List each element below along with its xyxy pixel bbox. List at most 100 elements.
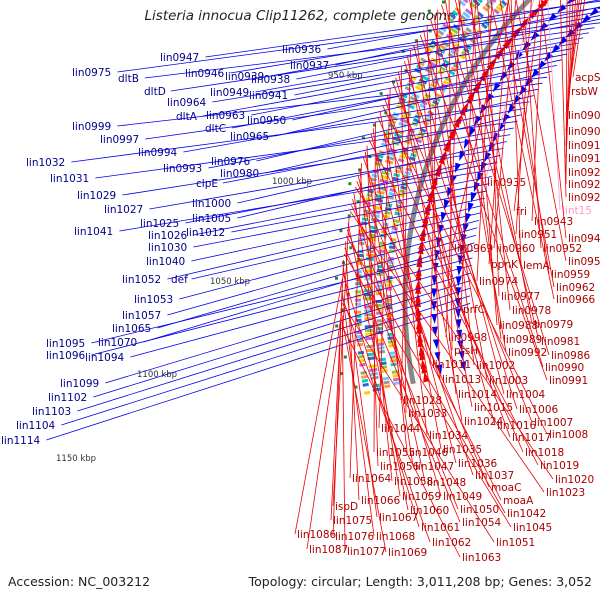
right-gene-label: lin1062 xyxy=(432,537,471,549)
feature-marker xyxy=(356,200,360,204)
right-gene-label: lin1014 xyxy=(458,389,498,401)
right-gene-label: lin0990 xyxy=(545,362,584,374)
accession-label: Accession: NC_003212 xyxy=(8,574,151,589)
reverse-gene-arrow xyxy=(558,36,568,46)
left-label-leader xyxy=(237,141,507,204)
feature-tick xyxy=(416,134,424,140)
right-label-leader xyxy=(362,157,474,476)
right-label-leader xyxy=(490,0,555,300)
left-gene-label: clpE xyxy=(196,178,218,190)
right-label-leader xyxy=(470,0,498,326)
right-label-leader xyxy=(341,302,495,543)
feature-tick xyxy=(378,249,385,253)
right-gene-label: lin0951 xyxy=(518,229,557,241)
feature-tick xyxy=(373,205,382,211)
right-label-leader xyxy=(359,169,393,482)
reverse-gene-arrow xyxy=(431,313,438,324)
feature-tick xyxy=(463,30,470,37)
right-gene-label: ispD xyxy=(335,501,358,513)
feature-tick xyxy=(477,11,484,18)
right-gene-label: lin1068 xyxy=(376,531,415,543)
feature-tick xyxy=(490,0,497,4)
right-label-leader xyxy=(444,0,507,353)
right-gene-label: lin1069 xyxy=(388,547,427,559)
left-label-leader xyxy=(205,0,600,58)
right-gene-label: lin0988 xyxy=(499,320,538,332)
left-label-leader xyxy=(222,127,514,184)
feature-marker xyxy=(343,355,347,359)
feature-tick xyxy=(443,59,451,65)
reverse-gene-arrow xyxy=(456,329,463,340)
reverse-gene-arrow xyxy=(566,0,576,5)
feature-tick xyxy=(412,117,420,124)
right-label-leader xyxy=(372,128,408,453)
left-gene-label: lin1094 xyxy=(85,352,125,364)
right-label-leader xyxy=(342,327,461,558)
feature-marker xyxy=(334,276,338,280)
reverse-gene-arrow xyxy=(589,7,599,17)
right-label-leader xyxy=(559,0,567,198)
feature-tick xyxy=(465,27,473,34)
right-gene-label: lin1006 xyxy=(519,404,559,416)
left-label-leader xyxy=(167,205,483,280)
right-gene-label: lin0919 xyxy=(568,153,600,165)
reverse-gene-arrow xyxy=(518,85,527,96)
feature-tick xyxy=(409,96,419,103)
right-label-leader xyxy=(547,0,561,211)
feature-tick xyxy=(464,8,473,16)
feature-tick xyxy=(481,23,488,30)
feature-tick xyxy=(375,194,385,199)
feature-marker xyxy=(348,182,352,186)
right-label-leader xyxy=(354,186,554,480)
right-gene-label: moaA xyxy=(503,495,534,507)
reverse-gene-arrow xyxy=(456,265,463,277)
right-label-leader xyxy=(357,175,426,483)
left-gene-label: lin0946 xyxy=(185,68,225,80)
feature-tick xyxy=(377,338,384,342)
right-label-leader xyxy=(565,0,571,173)
right-gene-label: fri xyxy=(516,206,527,218)
right-gene-label: lin0991 xyxy=(549,375,588,387)
right-gene-label: lin0989 xyxy=(503,334,542,346)
left-gene-label: lin1031 xyxy=(50,173,89,185)
feature-marker xyxy=(372,123,376,127)
feature-tick xyxy=(377,153,384,159)
right-label-leader xyxy=(342,321,387,553)
reverse-gene-arrow xyxy=(455,308,462,319)
reverse-gene-arrow xyxy=(465,212,472,224)
feature-marker xyxy=(339,229,343,233)
right-label-leader xyxy=(515,0,567,262)
reverse-gene-arrow xyxy=(468,127,476,138)
right-label-leader xyxy=(356,180,490,488)
left-label-leader xyxy=(327,0,600,50)
left-label-leader xyxy=(91,257,473,356)
right-label-leader xyxy=(568,0,582,92)
feature-tick xyxy=(390,358,397,363)
right-label-leader xyxy=(368,139,539,466)
feature-tick xyxy=(449,13,457,20)
feature-marker xyxy=(442,0,446,4)
left-gene-label: lin1012 xyxy=(186,227,225,239)
right-label-leader xyxy=(398,72,463,422)
feature-marker xyxy=(340,372,344,376)
map-title: Listeria innocua Clip11262, complete gen… xyxy=(144,8,456,24)
feature-tick xyxy=(399,117,409,124)
right-gene-label: lin1018 xyxy=(525,447,564,459)
feature-tick xyxy=(359,362,366,367)
feature-marker xyxy=(427,9,431,13)
left-label-leader xyxy=(117,76,548,127)
feature-tick xyxy=(391,115,398,121)
forward-gene-arrow xyxy=(420,358,427,370)
left-label-leader xyxy=(117,7,600,73)
feature-tick xyxy=(416,81,426,89)
feature-tick xyxy=(429,82,437,89)
left-gene-label: lin1030 xyxy=(148,242,187,254)
right-gene-label: lin0986 xyxy=(551,350,591,362)
feature-tick xyxy=(395,207,402,212)
right-label-leader xyxy=(565,0,568,185)
left-label-leader xyxy=(212,42,578,103)
forward-gene-arrow xyxy=(453,117,461,128)
feature-tick xyxy=(366,344,375,349)
feature-tick xyxy=(399,96,407,103)
